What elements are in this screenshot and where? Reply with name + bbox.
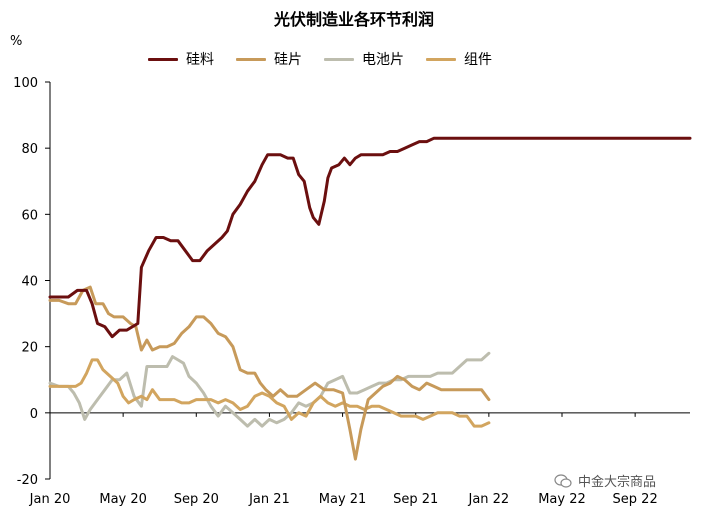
x-tick-label: May 21 xyxy=(319,492,367,507)
watermark-text: 中金大宗商品 xyxy=(578,475,657,490)
legend-label: 组件 xyxy=(464,52,492,68)
legend-label: 电池片 xyxy=(362,52,404,68)
legend-swatch xyxy=(236,57,266,61)
y-tick-label: 100 xyxy=(13,76,38,91)
series-line-2 xyxy=(48,351,491,428)
y-tick-label: 40 xyxy=(21,275,38,290)
chart-legend: 硅料 硅片 电池片 组件 xyxy=(148,49,514,69)
y-tick-label: 20 xyxy=(21,341,38,356)
legend-swatch xyxy=(148,57,178,61)
legend-label: 硅片 xyxy=(274,52,302,68)
x-tick-label: Jan 22 xyxy=(467,492,509,507)
x-tick-label: Jan 21 xyxy=(248,492,290,507)
watermark: 中金大宗商品 xyxy=(554,471,656,490)
y-tick-label: 60 xyxy=(21,208,38,223)
legend-item-module[interactable]: 组件 xyxy=(426,49,492,69)
series-line-0 xyxy=(48,136,692,339)
legend-item-wafer[interactable]: 硅片 xyxy=(236,49,302,69)
wechat-icon xyxy=(554,473,572,488)
legend-label: 硅料 xyxy=(186,52,214,68)
x-tick-label: Sep 20 xyxy=(174,492,219,507)
legend-swatch xyxy=(324,57,354,61)
x-tick-label: Sep 22 xyxy=(613,492,658,507)
y-axis-unit: % xyxy=(10,34,23,49)
legend-item-silicon-material[interactable]: 硅料 xyxy=(148,49,214,69)
x-tick-label: May 22 xyxy=(538,492,586,507)
chart-title: 光伏制造业各环节利润 xyxy=(273,10,434,29)
x-tick-label: Jan 20 xyxy=(29,492,71,507)
legend-swatch xyxy=(426,57,456,61)
series-line-3 xyxy=(48,358,491,428)
legend-item-cell[interactable]: 电池片 xyxy=(324,49,404,69)
series-line-1 xyxy=(48,285,491,461)
x-tick-label: Sep 21 xyxy=(393,492,438,507)
y-tick-label: 80 xyxy=(21,142,38,157)
y-tick-label: 0 xyxy=(30,407,38,422)
y-tick-label: -20 xyxy=(17,473,38,488)
x-tick-label: May 20 xyxy=(99,492,147,507)
